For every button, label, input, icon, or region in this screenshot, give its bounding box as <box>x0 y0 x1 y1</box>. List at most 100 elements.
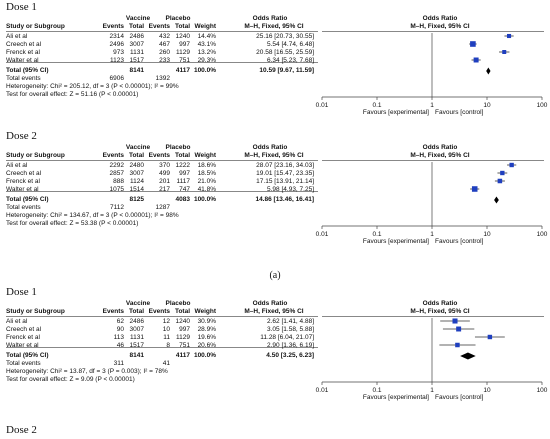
placebo-total: 997 <box>179 41 190 48</box>
placebo-total: 751 <box>179 57 190 64</box>
total-ci: 10.59 [9.67, 11.59] <box>259 67 314 74</box>
study-square <box>471 186 478 192</box>
overall-effect-text: Test for overall effect: Z = 53.38 (P < … <box>6 220 139 227</box>
study-weight: 41.8% <box>197 186 216 193</box>
weight-header: Weight <box>194 308 216 315</box>
plot-rule <box>322 316 544 317</box>
total-events-vaccine: 311 <box>113 360 124 367</box>
odds-ratio-header: Odds Ratio <box>252 144 288 151</box>
forest-panel-2: Vaccine Placebo Odds Ratio Odds Ratio Study … <box>0 144 550 269</box>
placebo-total-header: Total <box>174 23 190 30</box>
placebo-header: Placebo <box>165 144 191 151</box>
vaccine-events-header: Events <box>102 23 124 30</box>
total-weight: 100.0% <box>193 196 216 203</box>
placebo-events: 499 <box>159 170 170 177</box>
placebo-events: 201 <box>159 178 170 185</box>
total-placebo: 4083 <box>175 196 190 203</box>
vaccine-events: 973 <box>113 49 124 56</box>
vaccine-total-header: Total <box>128 23 144 30</box>
study-ci: 5.54 [4.74, 6.48] <box>267 41 314 48</box>
study-weight: 29.3% <box>197 57 216 64</box>
total-weight: 100.0% <box>193 352 216 359</box>
study-ci: 20.58 [16.55, 25.59] <box>256 49 314 56</box>
study-weight: 21.0% <box>197 178 216 185</box>
study-square <box>452 318 458 324</box>
study-square <box>500 170 505 176</box>
placebo-events-header: Events <box>148 308 170 315</box>
placebo-events: 11 <box>163 334 170 341</box>
study-square <box>506 33 512 39</box>
method-header: M–H, Fixed, 95% CI <box>244 308 304 315</box>
study-name: Frenck et al <box>6 49 40 56</box>
vaccine-events-header: Events <box>102 152 124 159</box>
study-ci: 17.15 [13.91, 21.14] <box>256 178 314 185</box>
vaccine-total: 1124 <box>130 178 144 185</box>
heterogeneity-text: Heterogeneity: Chi² = 205.12, df = 3 (P … <box>6 83 179 90</box>
vaccine-events: 2314 <box>109 33 124 40</box>
study-ci: 19.01 [15.47, 23.35] <box>256 170 314 177</box>
study-name: Walter et al <box>6 186 39 193</box>
placebo-events: 432 <box>159 33 170 40</box>
study-name: Walter et al <box>6 342 39 349</box>
vaccine-header: Vaccine <box>125 144 151 151</box>
study-name: Frenck et al <box>6 178 40 185</box>
plot-method-header: M–H, Fixed, 95% CI <box>410 23 470 30</box>
vaccine-events: 1123 <box>110 57 124 64</box>
study-weight: 28.9% <box>197 326 216 333</box>
x-tick-label: 1 <box>430 102 434 109</box>
study-name: Ali et al <box>6 318 28 325</box>
heterogeneity-text: Heterogeneity: Chi² = 134.67, df = 3 (P … <box>6 212 179 219</box>
placebo-events: 10 <box>162 326 170 333</box>
x-tick-label: 0.1 <box>372 387 381 394</box>
x-tick-label: 100 <box>537 387 548 394</box>
study-square <box>456 326 462 332</box>
study-name: Creech et al <box>6 170 42 177</box>
study-weight: 43.1% <box>197 41 216 48</box>
vaccine-events: 888 <box>113 178 124 185</box>
study-weight: 20.6% <box>197 342 216 349</box>
plot-method-header: M–H, Fixed, 95% CI <box>410 308 470 315</box>
heterogeneity-text: Heterogeneity: Chi² = 13.87, df = 3 (P =… <box>6 368 168 375</box>
placebo-total: 1222 <box>175 162 190 169</box>
placebo-total: 1117 <box>176 178 191 185</box>
plot-rule <box>322 31 544 32</box>
overall-effect-text: Test for overall effect: Z = 51.16 (P < … <box>6 91 139 98</box>
vaccine-total: 1517 <box>129 57 144 64</box>
study-square <box>502 50 507 54</box>
placebo-events: 467 <box>159 41 170 48</box>
vaccine-total: 2486 <box>129 318 144 325</box>
study-weight: 14.4% <box>197 33 216 40</box>
vaccine-header: Vaccine <box>125 300 151 307</box>
vaccine-events: 1075 <box>109 186 124 193</box>
total-events-label: Total events <box>6 360 41 367</box>
placebo-events: 260 <box>159 49 170 56</box>
study-weight: 18.6% <box>197 162 216 169</box>
vaccine-total: 1131 <box>130 334 144 341</box>
placebo-total: 997 <box>179 170 190 177</box>
method-header: M–H, Fixed, 95% CI <box>244 23 304 30</box>
total-events-placebo: 1287 <box>155 204 170 211</box>
x-tick-label: 0.01 <box>316 387 329 394</box>
vaccine-total: 1131 <box>130 49 144 56</box>
placebo-total-header: Total <box>174 308 190 315</box>
vaccine-header: Vaccine <box>125 15 151 22</box>
study-square <box>487 334 493 340</box>
placebo-header: Placebo <box>165 300 191 307</box>
vaccine-total: 3007 <box>129 170 144 177</box>
forest-plot: 0.01 0.1 1 10 100 Favours [experimental] Favou… <box>316 318 548 401</box>
summary-diamond <box>460 352 476 360</box>
total-events-placebo: 41 <box>162 360 170 367</box>
total-events-vaccine: 6906 <box>109 75 124 82</box>
plot-header: Odds Ratio <box>422 144 458 151</box>
vaccine-events: 2496 <box>109 41 124 48</box>
panel-2-title: Dose 2 <box>6 130 37 142</box>
x-tick-label: 100 <box>537 102 548 109</box>
placebo-total: 997 <box>179 326 190 333</box>
plot-header: Odds Ratio <box>422 15 458 22</box>
placebo-total-header: Total <box>174 152 190 159</box>
study-ci: 2.90 [1.36, 6.19] <box>267 342 314 349</box>
vaccine-events: 62 <box>116 318 124 325</box>
total-vaccine: 8141 <box>129 352 144 359</box>
study-name: Creech et al <box>6 41 42 48</box>
favours-experimental-label: Favours [experimental] <box>363 394 429 401</box>
